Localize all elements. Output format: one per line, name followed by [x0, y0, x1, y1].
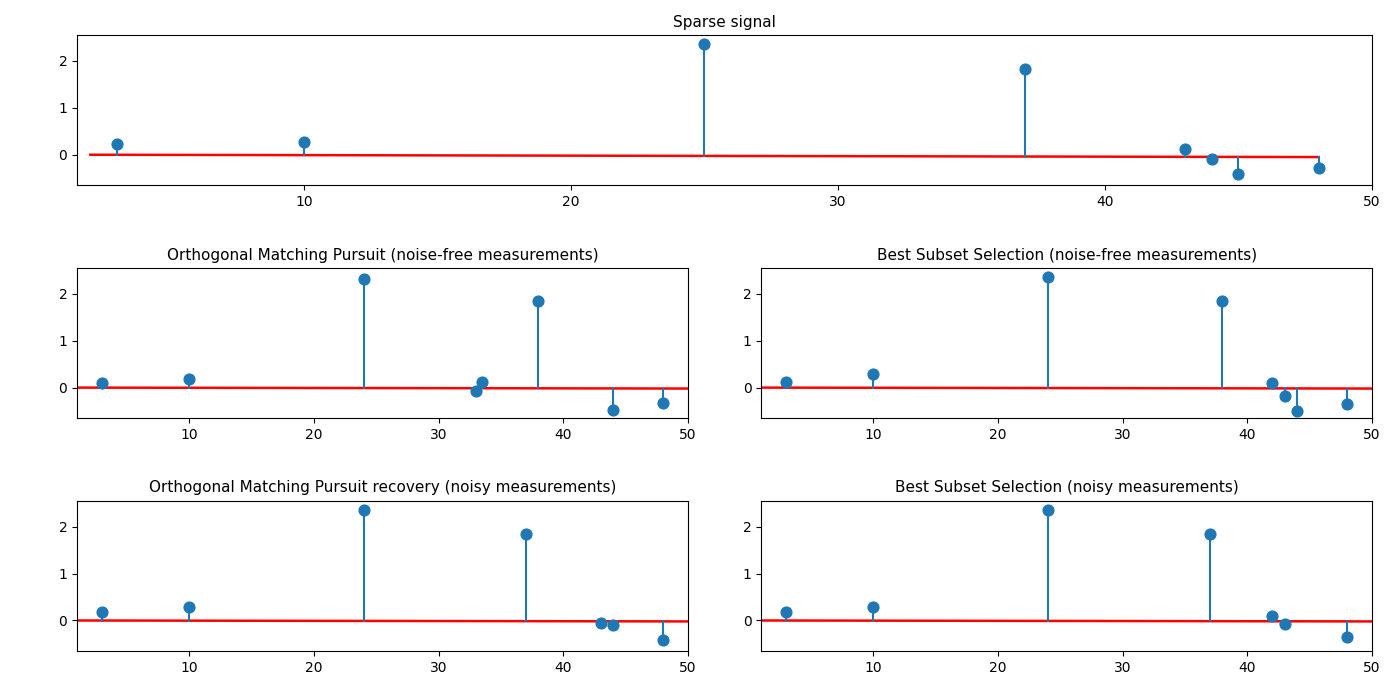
Point	[862, 602, 885, 613]
Point	[602, 620, 624, 631]
Point	[1336, 398, 1358, 409]
Point	[1173, 143, 1196, 154]
Point	[1014, 64, 1036, 75]
Point	[1036, 505, 1058, 516]
Title: Orthogonal Matching Pursuit recovery (noisy measurements): Orthogonal Matching Pursuit recovery (no…	[148, 480, 616, 496]
Point	[774, 606, 797, 617]
Point	[1036, 272, 1058, 283]
Point	[1261, 377, 1284, 388]
Point	[1287, 405, 1309, 416]
Point	[91, 377, 113, 388]
Point	[589, 617, 612, 629]
Point	[862, 369, 885, 380]
Title: Sparse signal: Sparse signal	[673, 15, 776, 29]
Point	[106, 139, 129, 150]
Point	[353, 273, 375, 284]
Title: Orthogonal Matching Pursuit (noise-free measurements): Orthogonal Matching Pursuit (noise-free …	[167, 248, 598, 262]
Point	[1228, 169, 1250, 180]
Point	[1201, 154, 1224, 165]
Point	[91, 606, 113, 617]
Point	[1336, 631, 1358, 643]
Title: Best Subset Selection (noisy measurements): Best Subset Selection (noisy measurement…	[895, 480, 1239, 496]
Point	[774, 376, 797, 387]
Point	[1261, 610, 1284, 622]
Point	[602, 405, 624, 416]
Point	[1211, 295, 1233, 307]
Point	[1308, 162, 1330, 174]
Point	[652, 397, 675, 408]
Point	[465, 386, 487, 397]
Title: Best Subset Selection (noise-free measurements): Best Subset Selection (noise-free measur…	[876, 248, 1257, 262]
Point	[526, 295, 549, 307]
Point	[693, 38, 715, 50]
Point	[178, 374, 200, 385]
Point	[1274, 391, 1296, 402]
Point	[515, 528, 538, 539]
Point	[1198, 528, 1221, 539]
Point	[293, 136, 315, 147]
Point	[353, 505, 375, 516]
Point	[652, 635, 675, 646]
Point	[470, 376, 493, 387]
Point	[1274, 619, 1296, 630]
Point	[178, 602, 200, 613]
